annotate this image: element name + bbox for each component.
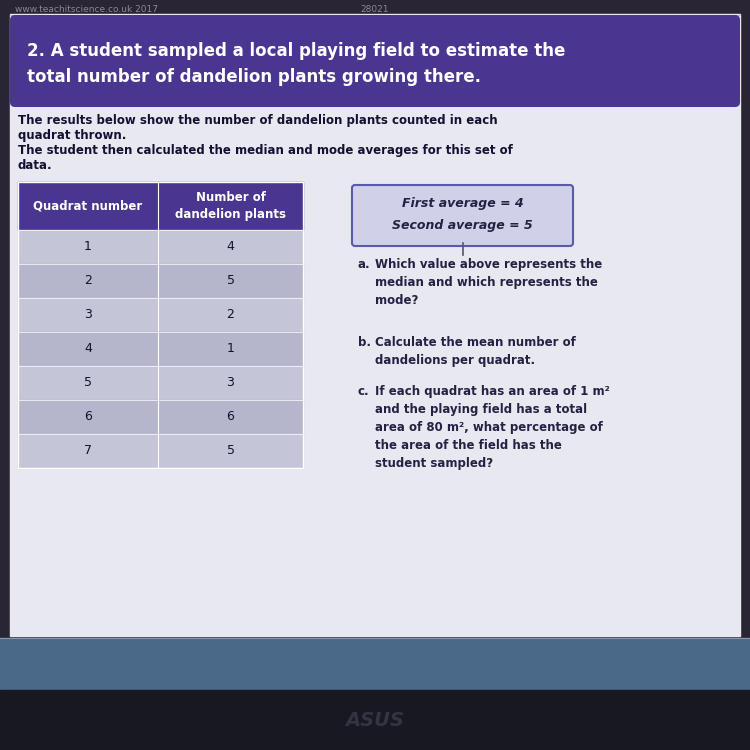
Bar (18, 230, 303, 264)
Text: 3: 3 (84, 308, 92, 322)
Text: c.: c. (358, 385, 370, 398)
Text: First average = 4: First average = 4 (402, 197, 524, 211)
Text: quadrat thrown.: quadrat thrown. (18, 129, 126, 142)
Text: 5: 5 (84, 376, 92, 389)
Bar (18, 182, 303, 230)
Text: www.teachitscience.co.uk 2017: www.teachitscience.co.uk 2017 (15, 5, 158, 14)
Bar (10, 14, 740, 636)
Text: 4: 4 (84, 343, 92, 355)
Text: ASUS: ASUS (346, 710, 404, 730)
Text: 1: 1 (226, 343, 235, 355)
Text: 7: 7 (84, 445, 92, 458)
Bar (18, 366, 303, 400)
FancyBboxPatch shape (352, 185, 573, 246)
Text: The results below show the number of dandelion plants counted in each: The results below show the number of dan… (18, 114, 498, 127)
Text: 4: 4 (226, 241, 235, 254)
Text: The student then calculated the median and mode averages for this set of: The student then calculated the median a… (18, 144, 513, 157)
Text: 2: 2 (84, 274, 92, 287)
Text: data.: data. (18, 159, 53, 172)
Bar (18, 298, 303, 332)
Text: 1: 1 (84, 241, 92, 254)
Text: 2: 2 (226, 308, 235, 322)
Text: 28021: 28021 (361, 5, 389, 14)
Text: 6: 6 (84, 410, 92, 424)
Bar (18, 332, 303, 366)
Bar (18, 400, 303, 434)
Text: b.: b. (358, 336, 371, 349)
Bar (0, 638, 750, 690)
Text: 5: 5 (226, 274, 235, 287)
Text: 3: 3 (226, 376, 235, 389)
Text: 5: 5 (226, 445, 235, 458)
FancyBboxPatch shape (10, 15, 740, 107)
Text: Second average = 5: Second average = 5 (392, 218, 532, 232)
Text: total number of dandelion plants growing there.: total number of dandelion plants growing… (27, 68, 481, 86)
Bar (18, 182, 303, 468)
Text: 6: 6 (226, 410, 235, 424)
Text: Quadrat number: Quadrat number (33, 200, 142, 212)
Bar (18, 264, 303, 298)
Text: Number of
dandelion plants: Number of dandelion plants (175, 191, 286, 221)
Text: a.: a. (358, 258, 370, 271)
Text: 2. A student sampled a local playing field to estimate the: 2. A student sampled a local playing fie… (27, 42, 566, 60)
Text: If each quadrat has an area of 1 m²
and the playing field has a total
area of 80: If each quadrat has an area of 1 m² and … (375, 385, 610, 470)
Text: Calculate the mean number of
dandelions per quadrat.: Calculate the mean number of dandelions … (375, 336, 576, 367)
Bar (18, 434, 303, 468)
Bar (0, 690, 750, 750)
Text: Which value above represents the
median and which represents the
mode?: Which value above represents the median … (375, 258, 602, 307)
